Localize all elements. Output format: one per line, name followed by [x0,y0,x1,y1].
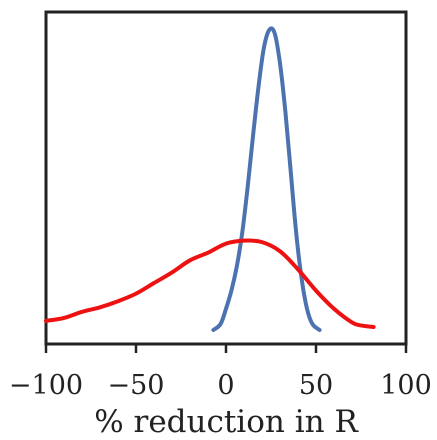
x-tick-label: −100 [9,370,83,401]
x-axis-label: % reduction in R [94,404,359,440]
x-tick-label: −50 [108,370,165,401]
x-tick-label: 100 [380,370,432,401]
density-line-1 [211,26,322,332]
x-tick-label: 50 [299,370,333,401]
x-tick-label: 0 [217,370,234,401]
density-line-2 [44,238,376,329]
plot-frame [44,10,408,346]
